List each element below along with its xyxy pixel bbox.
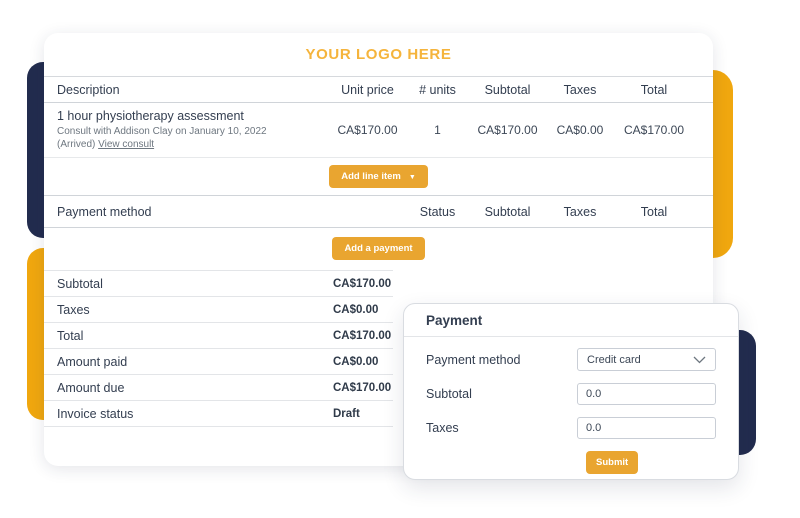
- payment-modal-title: Payment: [404, 304, 738, 337]
- line-item-status: (Arrived): [57, 139, 96, 150]
- line-items-header-row: Description Unit price # units Subtotal …: [44, 77, 713, 103]
- payment-modal: Payment Payment method Credit card Subto…: [403, 303, 739, 480]
- line-item-units: 1: [434, 123, 441, 137]
- col-header-subtotal: Subtotal: [484, 82, 531, 97]
- add-line-item-label: Add line item: [341, 171, 401, 182]
- summary-row-amount-paid: Amount paid CA$0.00: [44, 349, 393, 375]
- col-header-payment-method: Payment method: [57, 204, 152, 219]
- line-item-row: 1 hour physiotherapy assessment Consult …: [44, 103, 713, 158]
- col-header-payment-status: Status: [419, 204, 456, 219]
- submit-button[interactable]: Submit: [586, 451, 639, 474]
- status-badge: Draft: [333, 407, 360, 420]
- add-line-item-row: Add line item ▼: [44, 158, 713, 196]
- line-item-description: 1 hour physiotherapy assessment Consult …: [57, 109, 325, 152]
- summary-row-subtotal: Subtotal CA$170.00: [44, 271, 393, 297]
- col-header-unit-price: Unit price: [341, 82, 394, 97]
- col-header-units: # units: [419, 82, 456, 97]
- summary-row-taxes: Taxes CA$0.00: [44, 297, 393, 323]
- chevron-down-icon: [693, 356, 706, 363]
- line-item-taxes: CA$0.00: [556, 123, 604, 137]
- summary-label: Subtotal: [57, 276, 103, 291]
- modal-taxes-label: Taxes: [426, 421, 459, 435]
- summary-value: CA$170.00: [333, 329, 392, 342]
- summary-value: CA$0.00: [333, 303, 379, 316]
- payment-method-value: Credit card: [587, 353, 641, 366]
- col-header-payment-total: Total: [640, 204, 668, 219]
- add-line-item-button[interactable]: Add line item ▼: [329, 165, 428, 188]
- logo-row: YOUR LOGO HERE: [44, 33, 713, 77]
- col-header-total: Total: [640, 82, 668, 97]
- col-header-taxes: Taxes: [563, 82, 597, 97]
- summary-value: CA$170.00: [333, 277, 392, 290]
- subtotal-input[interactable]: [577, 383, 716, 405]
- logo-text: YOUR LOGO HERE: [305, 46, 452, 63]
- line-item-subtotal: CA$170.00: [477, 123, 538, 137]
- summary-label: Amount due: [57, 380, 125, 395]
- payment-method-label: Payment method: [426, 352, 521, 367]
- add-payment-button[interactable]: Add a payment: [332, 236, 425, 260]
- payments-header-row: Payment method Status Subtotal Taxes Tot…: [44, 196, 713, 228]
- taxes-input[interactable]: [577, 417, 716, 439]
- summary-row-amount-due: Amount due CA$170.00: [44, 375, 393, 401]
- line-item-total: CA$170.00: [623, 123, 685, 137]
- line-item-subtitle: Consult with Addison Clay on January 10,…: [57, 125, 267, 137]
- line-item-title: 1 hour physiotherapy assessment: [57, 108, 244, 123]
- summary-label: Total: [57, 328, 84, 343]
- view-consult-link[interactable]: View consult: [98, 139, 155, 150]
- col-header-payment-subtotal: Subtotal: [484, 204, 531, 219]
- payment-method-select[interactable]: Credit card: [577, 348, 716, 371]
- summary-row-invoice-status: Invoice status Draft: [44, 401, 393, 427]
- summary-label: Invoice status: [57, 406, 134, 421]
- summary-label: Amount paid: [57, 354, 128, 369]
- summary-label: Taxes: [57, 302, 90, 317]
- add-payment-row: Add a payment: [44, 228, 713, 268]
- modal-subtotal-label: Subtotal: [426, 387, 472, 401]
- caret-down-icon: ▼: [408, 174, 416, 181]
- invoice-summary: Subtotal CA$170.00 Taxes CA$0.00 Total C…: [44, 270, 393, 427]
- col-header-description: Description: [57, 82, 120, 97]
- summary-row-total: Total CA$170.00: [44, 323, 393, 349]
- line-item-unit-price: CA$170.00: [337, 123, 398, 137]
- col-header-payment-taxes: Taxes: [563, 204, 597, 219]
- summary-value: CA$170.00: [333, 381, 392, 394]
- summary-value: CA$0.00: [333, 355, 379, 368]
